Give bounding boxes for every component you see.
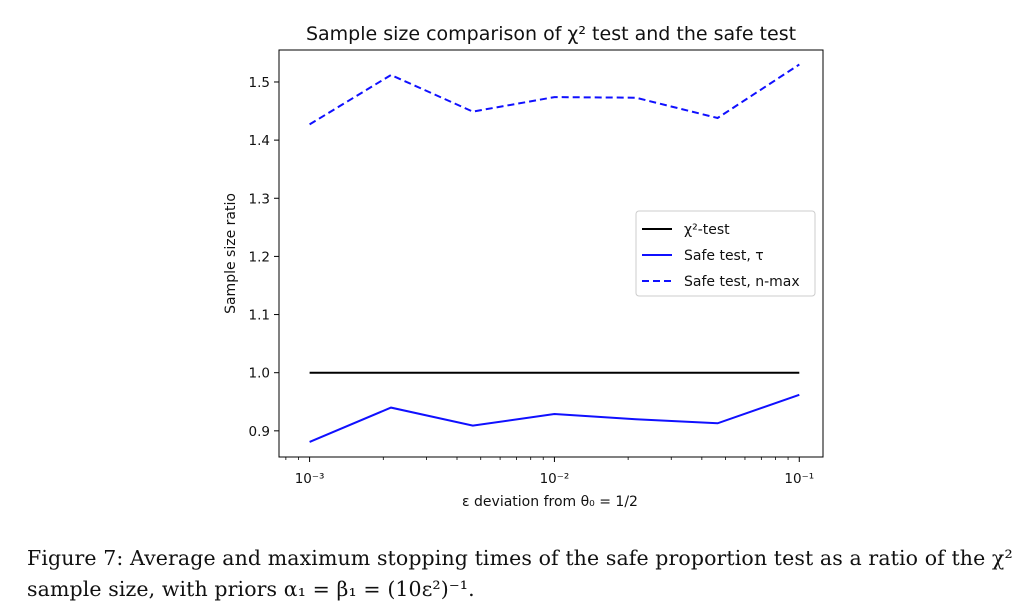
series-line: [309, 393, 800, 443]
chart-figure: Sample size comparison of χ² test and th…: [223, 23, 824, 510]
chart-legend: χ²-test Safe test, τ Safe test, n-max: [635, 210, 816, 297]
plot-frame: [278, 49, 824, 458]
series-line: [309, 63, 800, 126]
y-tick-label: 1.2: [249, 249, 270, 265]
y-tick-label: 1.4: [249, 133, 270, 149]
y-tick-label: 1.5: [249, 75, 270, 91]
y-axis-label: Sample size ratio: [223, 193, 239, 314]
chart-title: Sample size comparison of χ² test and th…: [306, 23, 796, 45]
x-tick-label: 10⁻¹: [784, 471, 814, 487]
y-tick-label: 0.9: [249, 424, 270, 440]
legend-label: χ²-test: [684, 222, 730, 238]
legend-label: Safe test, τ: [684, 248, 764, 264]
x-axis-label: ε deviation from θ₀ = 1/2: [462, 494, 638, 510]
y-tick-label: 1.3: [249, 191, 270, 207]
legend-label: Safe test, n-max: [684, 274, 800, 290]
y-tick-label: 1.1: [249, 308, 270, 324]
x-tick-label: 10⁻²: [540, 471, 570, 487]
x-tick-label: 10⁻³: [295, 471, 325, 487]
y-tick-label: 1.0: [249, 366, 270, 382]
figure-caption: Figure 7: Average and maximum stopping t…: [27, 546, 1013, 601]
legend-box: [635, 210, 816, 297]
